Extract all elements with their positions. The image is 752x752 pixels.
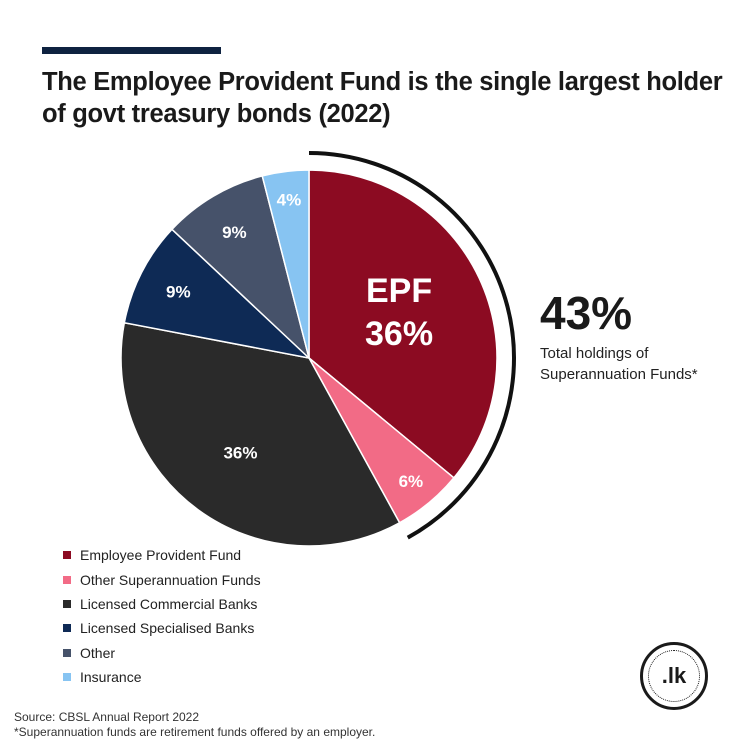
highlight-caption: Total holdings of Superannuation Funds*: [540, 345, 698, 383]
pie-slice: [261, 169, 310, 359]
legend-label: Other Superannuation Funds: [80, 571, 261, 588]
brand-logo: .lk: [640, 642, 708, 710]
legend-label: Insurance: [80, 669, 142, 686]
source-note: Source: CBSL Annual Report 2022: [14, 710, 200, 724]
legend-item: Licensed Specialised Banks: [63, 616, 261, 640]
footnote: *Superannuation funds are retirement fun…: [14, 725, 376, 739]
legend-item: Other: [63, 641, 261, 665]
slice-label: 36%: [223, 443, 257, 462]
legend-item: Employee Provident Fund: [63, 543, 261, 567]
legend-item: Other Superannuation Funds: [63, 567, 261, 591]
pie-slice: [123, 228, 312, 360]
slice-label: 9%: [166, 282, 191, 301]
superannuation-bracket: [308, 151, 516, 540]
pie-slice: [170, 174, 311, 361]
title-accent-bar: [42, 47, 221, 54]
brand-logo-text: .lk: [648, 650, 700, 702]
pie-slice: [120, 321, 401, 547]
chart-title: The Employee Provident Fund is the singl…: [42, 68, 723, 128]
slice-label: 9%: [222, 223, 247, 242]
legend: Employee Provident Fund Other Superannuat…: [63, 543, 261, 689]
legend-label: Other: [80, 644, 116, 661]
slice-label: 36%: [365, 315, 433, 353]
pie-slice: [308, 169, 498, 479]
legend-swatch: [63, 648, 71, 657]
legend-item: Licensed Commercial Banks: [63, 592, 261, 616]
legend-label: Employee Provident Fund: [80, 547, 242, 564]
slice-label: 4%: [277, 190, 302, 209]
legend-label: Licensed Specialised Banks: [80, 620, 255, 637]
legend-item: Insurance: [63, 665, 261, 689]
legend-swatch: [63, 673, 71, 682]
legend-swatch: [63, 624, 71, 633]
legend-swatch: [63, 599, 71, 608]
slice-label: 6%: [399, 472, 424, 491]
legend-swatch: [63, 551, 71, 560]
legend-swatch: [63, 575, 71, 584]
slice-callout: EPF: [366, 272, 432, 310]
legend-label: Licensed Commercial Banks: [80, 595, 258, 612]
highlight-value: 43%: [540, 287, 633, 339]
